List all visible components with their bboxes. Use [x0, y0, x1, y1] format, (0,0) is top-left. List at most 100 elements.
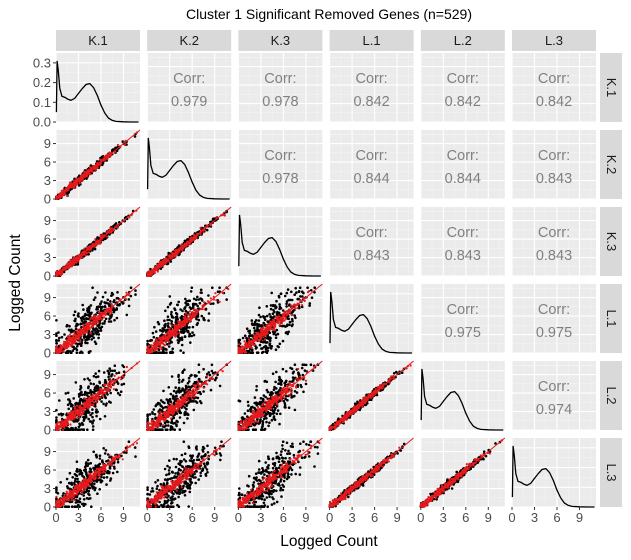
scatter-point	[79, 385, 82, 388]
scatter-point	[275, 334, 278, 337]
scatter-point	[280, 293, 283, 296]
scatter-point	[90, 391, 93, 394]
corr-label: Corr:	[173, 71, 205, 87]
y-tick-label: 3	[44, 327, 51, 342]
strip-label-row-L.2: L.2	[604, 386, 619, 404]
scatter-point	[293, 314, 296, 317]
scatter-point	[294, 317, 297, 320]
scatter-point	[71, 427, 74, 430]
scatter-point	[181, 337, 184, 340]
y-tick-label: 3	[44, 173, 51, 188]
scatter-point	[291, 325, 294, 328]
scatter-point	[251, 347, 253, 349]
scatter-point	[94, 248, 97, 251]
scatter-point	[68, 325, 71, 328]
scatter-point	[198, 319, 201, 322]
panel-K.3-L.2: Corr:0.843	[421, 207, 505, 276]
scatter-point	[109, 300, 112, 303]
scatter-point	[104, 291, 107, 294]
panel-K.1-L.1: Corr:0.842	[330, 53, 414, 122]
panel-background	[330, 130, 414, 199]
scatter-point	[189, 341, 192, 344]
scatter-point	[181, 249, 183, 251]
scatter-point	[263, 327, 265, 329]
scatter-point	[128, 298, 131, 301]
scatter-point	[166, 343, 169, 346]
scatter-point	[170, 311, 173, 314]
scatter-point	[273, 319, 275, 321]
scatter-point	[262, 322, 265, 325]
scatter-point	[95, 411, 98, 414]
scatter-point	[82, 416, 85, 419]
scatter-point	[267, 323, 269, 325]
scatter-point	[254, 344, 256, 346]
scatter-point	[180, 322, 182, 324]
scatter-point	[282, 313, 284, 315]
scatter-point	[97, 330, 100, 333]
scatter-point	[272, 333, 275, 336]
corr-label: Corr:	[447, 302, 479, 318]
scatter-point	[130, 286, 133, 289]
scatter-point	[104, 415, 107, 418]
scatter-point	[93, 298, 96, 301]
scatter-point	[94, 372, 97, 375]
scatter-point	[266, 341, 269, 344]
scatter-point	[193, 234, 195, 236]
scatter-point	[193, 334, 196, 337]
panel-K.2-L.1: Corr:0.844	[330, 130, 414, 199]
scatter-point	[297, 307, 299, 309]
scatter-point	[91, 286, 94, 289]
y-tick-label: 6	[44, 309, 51, 324]
scatter-point	[239, 339, 242, 342]
scatter-point	[79, 351, 82, 354]
scatter-point	[107, 376, 110, 379]
scatter-point	[191, 331, 194, 334]
scatter-point	[292, 310, 295, 313]
scatter-point	[87, 334, 90, 337]
scatter-point	[287, 288, 290, 291]
scatter-point	[55, 339, 58, 342]
scatter-point	[276, 329, 279, 332]
scatter-point	[111, 370, 114, 373]
scatter-point	[116, 304, 119, 307]
scatter-point	[148, 345, 150, 347]
scatter-point	[108, 320, 111, 323]
scatter-point	[102, 403, 105, 406]
scatter-point	[76, 262, 78, 264]
scatter-point	[201, 315, 204, 318]
scatter-point	[67, 392, 70, 395]
scatter-point	[168, 330, 170, 332]
scatter-point	[266, 351, 269, 354]
scatter-point	[248, 338, 250, 340]
scatter-point	[265, 325, 267, 327]
scatter-point	[112, 301, 115, 304]
scatter-point	[81, 351, 84, 354]
panel-K.3-K.3	[238, 207, 322, 276]
scatter-point	[270, 304, 273, 307]
scatter-point	[68, 336, 70, 338]
scatter-point	[254, 334, 256, 336]
strip-label-col-L.2: L.2	[454, 33, 472, 48]
chart-title: Cluster 1 Significant Removed Genes (n=5…	[186, 6, 472, 22]
scatter-point	[87, 385, 90, 388]
scatter-point	[273, 327, 275, 329]
scatter-point	[83, 378, 86, 381]
scatter-point	[81, 339, 84, 342]
scatter-point	[87, 418, 90, 421]
panel-background	[330, 207, 414, 276]
scatter-point	[285, 318, 287, 320]
scatter-point	[188, 326, 191, 329]
scatter-point	[214, 292, 216, 294]
panel-K.1-K.2: Corr:0.979	[147, 53, 231, 122]
scatter-point	[55, 319, 58, 322]
scatter-point	[92, 383, 95, 386]
scatter-point	[93, 375, 96, 378]
scatter-point	[85, 254, 87, 256]
corr-value: 0.842	[536, 94, 572, 110]
scatter-point	[307, 291, 309, 293]
scatter-point	[101, 318, 103, 320]
scatter-point	[115, 389, 118, 392]
scatter-point	[74, 427, 77, 430]
scatter-point	[268, 313, 271, 316]
